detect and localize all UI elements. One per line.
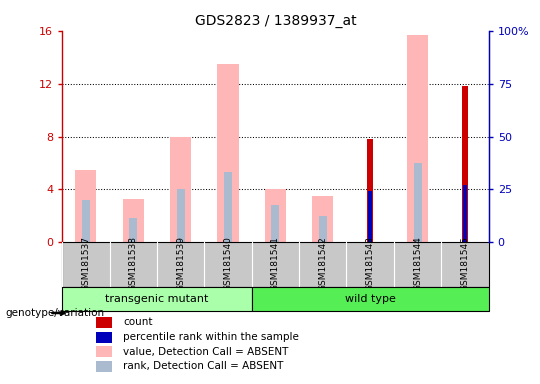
Title: GDS2823 / 1389937_at: GDS2823 / 1389937_at — [194, 14, 356, 28]
Text: GSM181540: GSM181540 — [224, 236, 233, 291]
Text: GSM181539: GSM181539 — [176, 236, 185, 291]
Text: wild type: wild type — [345, 294, 396, 304]
Bar — [265, 189, 286, 242]
Bar — [463, 185, 467, 242]
Bar — [271, 205, 280, 242]
Text: GSM181541: GSM181541 — [271, 236, 280, 291]
Text: transgenic mutant: transgenic mutant — [105, 294, 208, 304]
Bar — [224, 172, 232, 242]
Text: count: count — [123, 318, 153, 328]
Bar — [170, 136, 191, 242]
Text: GSM181544: GSM181544 — [413, 237, 422, 291]
Bar — [462, 86, 468, 242]
Text: rank, Detection Call = ABSENT: rank, Detection Call = ABSENT — [123, 361, 284, 371]
Bar — [62, 287, 252, 311]
Text: GSM181537: GSM181537 — [82, 236, 90, 291]
Bar — [96, 317, 112, 328]
Bar — [414, 163, 422, 242]
Bar — [217, 64, 239, 242]
Bar — [96, 361, 112, 372]
Bar — [319, 216, 327, 242]
Bar — [75, 170, 97, 242]
Text: value, Detection Call = ABSENT: value, Detection Call = ABSENT — [123, 347, 288, 357]
Bar — [96, 346, 112, 357]
Bar — [96, 332, 112, 343]
Bar — [407, 35, 428, 242]
Bar — [177, 189, 185, 242]
Bar — [368, 191, 373, 242]
Text: GSM181543: GSM181543 — [366, 236, 375, 291]
Bar — [82, 200, 90, 242]
Text: percentile rank within the sample: percentile rank within the sample — [123, 332, 299, 342]
Text: genotype/variation: genotype/variation — [5, 308, 105, 318]
Bar — [367, 139, 373, 242]
Text: GSM181542: GSM181542 — [318, 237, 327, 291]
Text: GSM181545: GSM181545 — [461, 236, 469, 291]
Bar — [123, 199, 144, 242]
Bar — [312, 196, 334, 242]
Bar — [129, 218, 137, 242]
Bar — [252, 287, 489, 311]
Text: GSM181538: GSM181538 — [129, 236, 138, 291]
